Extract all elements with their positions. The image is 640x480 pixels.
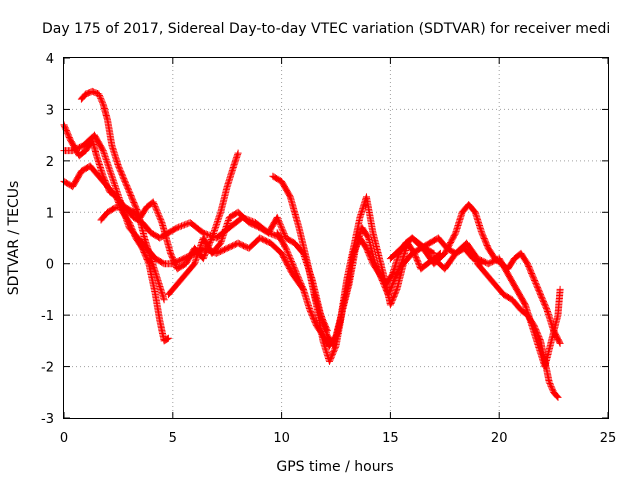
y-tick-label: 2: [46, 155, 54, 170]
series-track-2: [77, 87, 168, 304]
x-tick-label: 0: [60, 431, 68, 446]
data-marks: [60, 87, 564, 401]
axis-ticks: 0 5 10 15 20 25 -3 -2 -1 0 1 2 3 4: [41, 52, 616, 446]
data-point-markers: [310, 193, 486, 350]
y-tick-label: 0: [46, 258, 54, 273]
y-tick-label: -3: [41, 412, 54, 427]
y-axis-label: SDTVAR / TECUs: [6, 181, 22, 296]
x-tick-label: 20: [491, 431, 508, 446]
plot-frame: [63, 57, 609, 419]
grid-lines: [64, 58, 608, 418]
x-tick-label: 10: [273, 431, 290, 446]
data-point-markers: [386, 201, 564, 347]
y-tick-label: -1: [41, 309, 54, 324]
data-point-markers: [473, 260, 562, 401]
y-tick-label: 4: [46, 52, 54, 67]
y-tick-label: 3: [46, 103, 54, 118]
x-axis-label: GPS time / hours: [276, 459, 393, 475]
data-point-markers: [77, 87, 168, 304]
y-tick-label: -2: [41, 361, 54, 376]
chart-title: Day 175 of 2017, Sidereal Day-to-day VTE…: [42, 21, 610, 37]
series-track-9: [310, 193, 486, 350]
x-tick-label: 15: [382, 431, 399, 446]
series-track-10: [386, 201, 564, 347]
x-tick-label: 25: [600, 431, 617, 446]
y-tick-label: 1: [46, 206, 54, 221]
x-tick-label: 5: [169, 431, 177, 446]
series-track-12: [473, 260, 562, 401]
